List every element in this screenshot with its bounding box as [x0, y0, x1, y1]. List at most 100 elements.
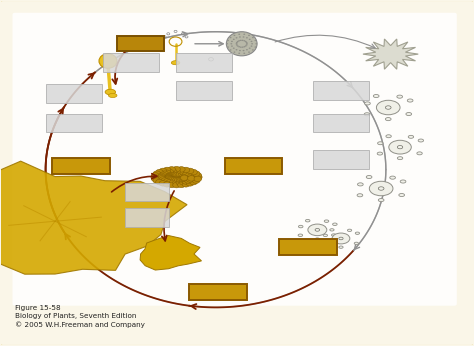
Polygon shape [0, 161, 187, 274]
Ellipse shape [418, 139, 424, 142]
Ellipse shape [155, 179, 163, 185]
Ellipse shape [408, 135, 414, 138]
Ellipse shape [237, 41, 239, 42]
Ellipse shape [331, 234, 336, 236]
Ellipse shape [400, 180, 406, 183]
Ellipse shape [305, 219, 310, 222]
Ellipse shape [347, 229, 352, 231]
Ellipse shape [105, 89, 116, 95]
Ellipse shape [180, 176, 187, 181]
Ellipse shape [227, 32, 257, 56]
Ellipse shape [178, 182, 185, 188]
Ellipse shape [298, 234, 302, 237]
Ellipse shape [153, 171, 161, 176]
FancyBboxPatch shape [176, 53, 232, 72]
Ellipse shape [234, 35, 236, 36]
Ellipse shape [324, 220, 329, 222]
Ellipse shape [406, 112, 411, 116]
Polygon shape [363, 39, 418, 69]
Ellipse shape [255, 43, 257, 44]
Ellipse shape [374, 94, 379, 98]
Ellipse shape [231, 45, 233, 47]
Ellipse shape [194, 176, 201, 182]
Ellipse shape [182, 182, 190, 187]
Ellipse shape [194, 173, 201, 178]
Ellipse shape [163, 179, 171, 184]
Ellipse shape [178, 167, 185, 172]
Ellipse shape [163, 182, 171, 187]
Ellipse shape [255, 46, 256, 48]
Ellipse shape [236, 44, 238, 46]
Ellipse shape [238, 40, 240, 42]
Ellipse shape [234, 52, 236, 53]
Ellipse shape [243, 46, 245, 47]
Ellipse shape [178, 177, 185, 182]
Ellipse shape [323, 234, 328, 237]
Ellipse shape [188, 173, 195, 179]
Ellipse shape [227, 46, 229, 48]
FancyBboxPatch shape [313, 81, 369, 100]
Ellipse shape [169, 180, 177, 185]
Ellipse shape [186, 172, 194, 177]
Ellipse shape [238, 53, 240, 54]
Ellipse shape [389, 140, 411, 154]
Ellipse shape [299, 225, 303, 228]
Ellipse shape [407, 99, 413, 102]
Ellipse shape [369, 181, 393, 196]
FancyBboxPatch shape [313, 150, 369, 169]
Ellipse shape [157, 174, 165, 180]
Ellipse shape [184, 178, 192, 183]
Ellipse shape [246, 49, 248, 51]
Ellipse shape [386, 135, 392, 138]
Ellipse shape [153, 178, 161, 183]
Ellipse shape [192, 178, 200, 183]
Ellipse shape [159, 168, 167, 174]
Ellipse shape [194, 174, 202, 180]
Ellipse shape [186, 177, 194, 182]
Ellipse shape [173, 169, 180, 174]
Ellipse shape [378, 199, 384, 202]
Ellipse shape [245, 41, 246, 42]
Ellipse shape [166, 173, 174, 178]
Ellipse shape [231, 41, 233, 42]
FancyBboxPatch shape [102, 53, 159, 72]
Ellipse shape [169, 177, 177, 182]
Ellipse shape [176, 180, 183, 185]
Ellipse shape [155, 170, 163, 175]
Ellipse shape [308, 224, 327, 236]
Ellipse shape [252, 49, 254, 51]
FancyBboxPatch shape [46, 84, 102, 103]
FancyBboxPatch shape [189, 284, 247, 300]
FancyBboxPatch shape [125, 183, 169, 201]
Ellipse shape [186, 181, 194, 186]
Ellipse shape [239, 50, 241, 51]
Ellipse shape [246, 43, 248, 44]
Ellipse shape [230, 43, 232, 44]
Ellipse shape [182, 179, 190, 184]
Ellipse shape [377, 152, 383, 155]
Ellipse shape [166, 170, 173, 175]
Ellipse shape [243, 50, 245, 51]
Ellipse shape [243, 53, 245, 54]
Ellipse shape [236, 42, 238, 43]
Ellipse shape [161, 171, 168, 176]
Ellipse shape [182, 167, 190, 173]
Ellipse shape [158, 173, 165, 179]
Ellipse shape [378, 142, 383, 145]
Ellipse shape [246, 37, 248, 38]
Ellipse shape [99, 54, 117, 68]
Ellipse shape [165, 175, 173, 181]
Ellipse shape [233, 39, 235, 40]
Ellipse shape [161, 178, 168, 183]
Ellipse shape [238, 34, 240, 35]
Ellipse shape [180, 173, 187, 179]
Ellipse shape [179, 179, 187, 185]
Ellipse shape [173, 177, 180, 183]
Ellipse shape [236, 49, 237, 51]
Ellipse shape [179, 173, 186, 178]
Ellipse shape [243, 34, 245, 35]
Ellipse shape [179, 170, 187, 175]
Ellipse shape [165, 173, 173, 179]
Ellipse shape [229, 37, 231, 38]
Ellipse shape [246, 42, 247, 43]
